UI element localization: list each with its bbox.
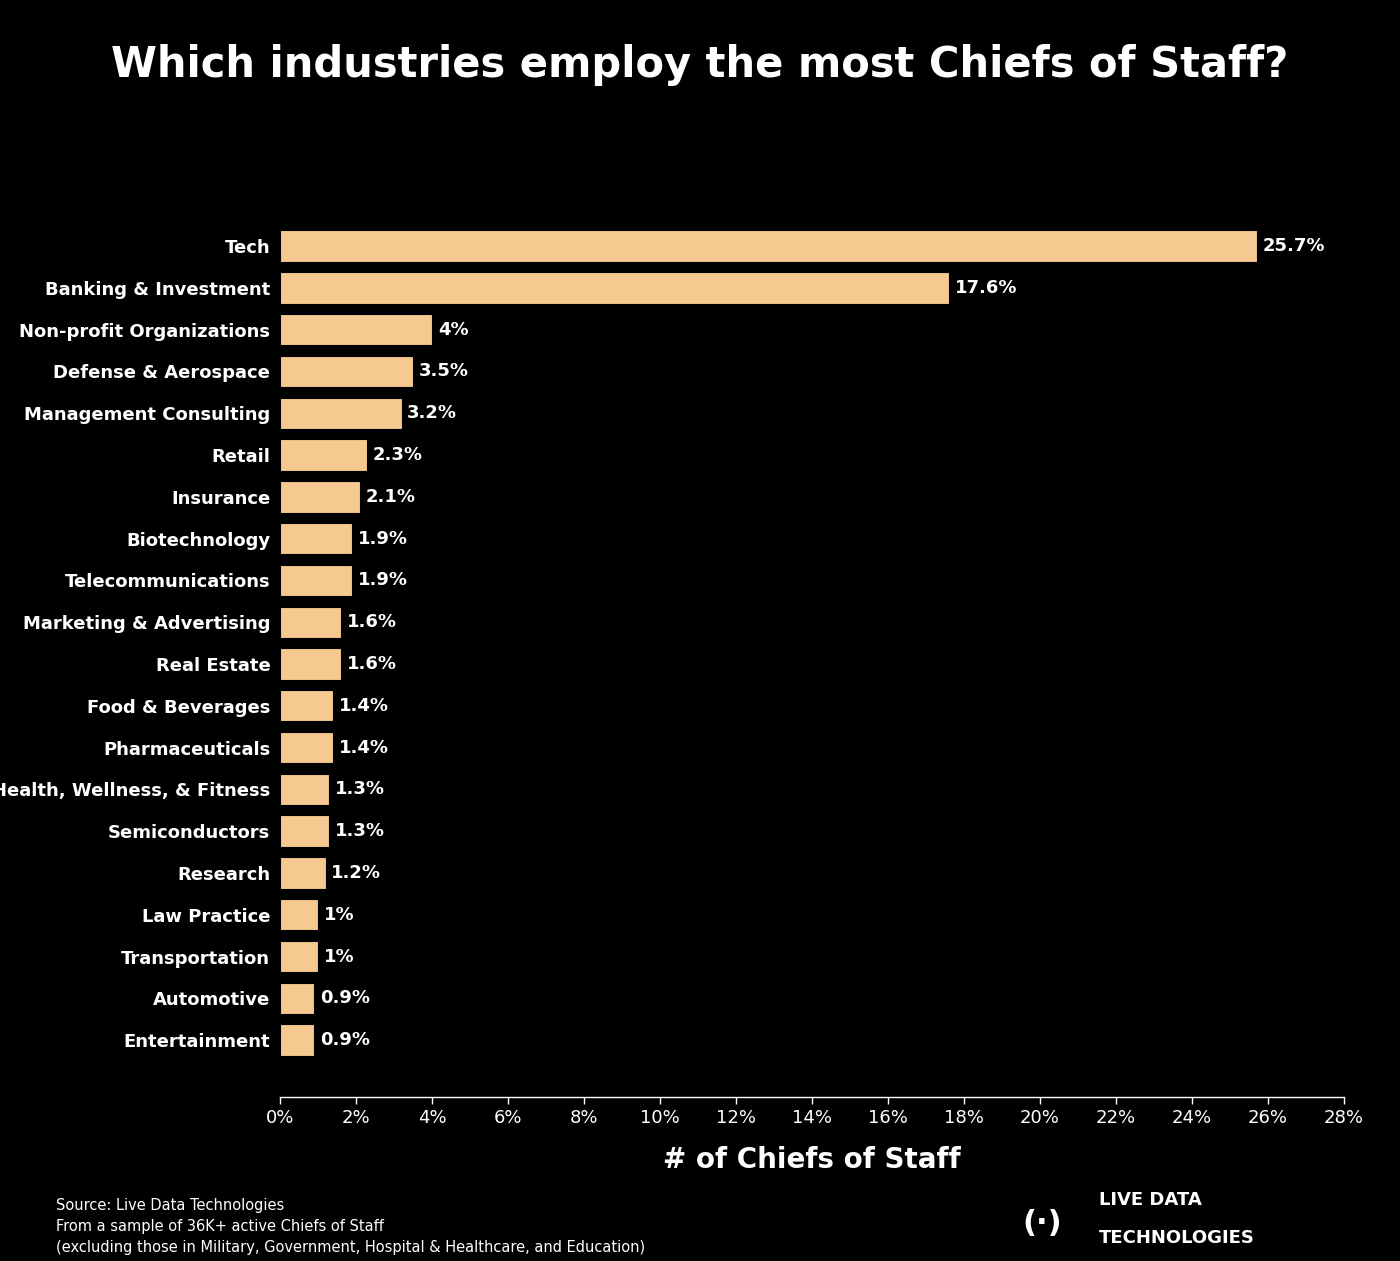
Bar	[280, 565, 353, 596]
Bar	[280, 982, 314, 1014]
Text: 1.6%: 1.6%	[347, 613, 396, 632]
Text: 2.3%: 2.3%	[372, 446, 423, 464]
Text: Which industries employ the most Chiefs of Staff?: Which industries employ the most Chiefs …	[112, 44, 1288, 86]
Bar	[280, 397, 402, 429]
Bar	[280, 731, 333, 763]
Text: 25.7%: 25.7%	[1263, 237, 1324, 255]
Text: 0.9%: 0.9%	[319, 990, 370, 1008]
Text: 1.9%: 1.9%	[358, 571, 407, 589]
Text: 1.3%: 1.3%	[335, 822, 385, 840]
Text: TECHNOLOGIES: TECHNOLOGIES	[1099, 1229, 1254, 1247]
Bar	[280, 314, 433, 346]
Bar	[280, 607, 340, 638]
Bar	[280, 774, 329, 805]
Text: 1.3%: 1.3%	[335, 781, 385, 798]
Bar	[280, 816, 329, 847]
Bar	[280, 439, 367, 470]
Text: 2.1%: 2.1%	[365, 488, 416, 506]
Text: 1.9%: 1.9%	[358, 530, 407, 547]
Text: 3.5%: 3.5%	[419, 362, 469, 381]
Text: Source: Live Data Technologies
From a sample of 36K+ active Chiefs of Staff
(exc: Source: Live Data Technologies From a sa…	[56, 1198, 645, 1255]
Bar	[280, 857, 326, 889]
Text: 1%: 1%	[323, 947, 354, 966]
Bar	[280, 272, 949, 304]
Bar	[280, 690, 333, 721]
Bar	[280, 1024, 314, 1055]
Text: 1.6%: 1.6%	[347, 654, 396, 673]
Text: 17.6%: 17.6%	[955, 279, 1016, 296]
Bar	[280, 356, 413, 387]
Text: 4%: 4%	[438, 320, 469, 339]
Text: 3.2%: 3.2%	[407, 405, 458, 422]
Bar	[280, 941, 318, 972]
Text: 1.4%: 1.4%	[339, 697, 389, 715]
Text: 0.9%: 0.9%	[319, 1031, 370, 1049]
Bar	[280, 899, 318, 931]
Text: LIVE DATA: LIVE DATA	[1099, 1192, 1201, 1209]
Text: 1.2%: 1.2%	[332, 864, 381, 881]
Text: (·): (·)	[1022, 1209, 1061, 1237]
Bar	[280, 482, 360, 512]
Bar	[280, 523, 353, 555]
Bar	[280, 648, 340, 680]
Text: 1%: 1%	[323, 905, 354, 924]
Text: 1.4%: 1.4%	[339, 739, 389, 757]
Bar	[280, 231, 1257, 262]
X-axis label: # of Chiefs of Staff: # of Chiefs of Staff	[664, 1146, 960, 1174]
